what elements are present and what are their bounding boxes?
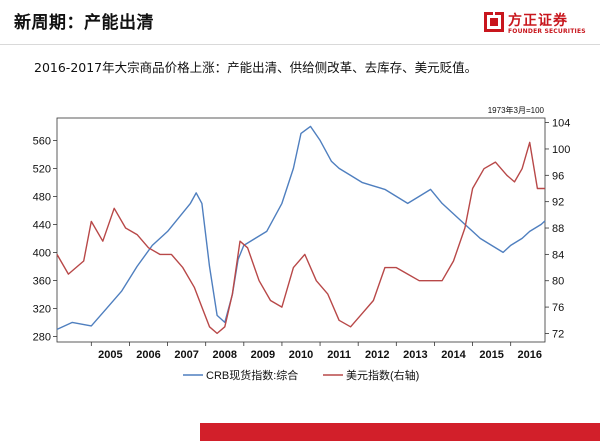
title-divider [0,44,600,45]
y-right-tick-label: 96 [552,170,564,182]
x-tick-label: 2011 [327,349,351,361]
x-tick-label: 2006 [136,349,160,361]
chart-legend: CRB现货指数:综合 美元指数(右轴) [183,368,419,382]
chart-annotation: 1973年3月=100 [488,105,545,115]
y-left-tick-label: 280 [33,331,51,343]
y-right-tick-label: 72 [552,328,564,340]
x-tick-label: 2015 [479,349,503,361]
y-left-tick-label: 360 [33,275,51,287]
y-right-tick-label: 104 [552,118,570,130]
y-right-tick-label: 76 [552,302,564,314]
y-left-tick-label: 560 [33,135,51,147]
y-right-tick-label: 92 [552,197,564,209]
footer-accent-band [200,423,600,441]
x-tick-label: 2005 [98,349,122,361]
x-tick-label: 2013 [403,349,427,361]
chart-container: 1973年3月=100 280 320 360 400 440 480 520 560 72 7… [0,100,600,400]
x-tick-label: 2016 [518,349,542,361]
series-layer [56,125,546,335]
y-left-tick-label: 320 [33,303,51,315]
x-tick-label: 2007 [174,349,198,361]
legend-label-1: CRB现货指数:综合 [206,368,298,382]
logo-text-cn: 方正证券 [508,13,568,29]
legend-label-2: 美元指数(右轴) [346,368,419,382]
x-axis: 2005 2006 2007 2008 2009 2010 2011 2012 2013 2014… [90,342,542,361]
series-line-1 [56,125,546,331]
logo-text-en: FOUNDER SECURITIES [508,28,586,35]
y-axis-left: 280 320 360 400 440 480 520 560 [33,135,57,343]
x-tick-label: 2009 [251,349,275,361]
y-left-tick-label: 440 [33,219,51,231]
y-right-tick-label: 100 [552,144,570,156]
slide-title: 新周期：产能出清 [14,13,154,33]
y-left-tick-label: 520 [33,163,51,175]
header-bar: 新周期：产能出清 方正证券 FOUNDER SECURITIES [0,0,600,46]
y-right-tick-label: 88 [552,223,564,235]
x-tick-label: 2008 [213,349,237,361]
x-tick-label: 2012 [365,349,389,361]
x-tick-label: 2014 [441,349,466,361]
slide-subtitle: 2016-2017年大宗商品价格上涨：产能出清、供给侧改革、去库存、美元贬值。 [34,60,478,75]
y-left-tick-label: 480 [33,191,51,203]
y-axis-right: 72 76 80 84 88 92 96 100 104 [545,118,570,340]
y-left-tick-label: 400 [33,247,51,259]
x-tick-label: 2010 [289,349,313,361]
series-line-2 [56,141,545,335]
company-logo: 方正证券 FOUNDER SECURITIES [484,10,594,40]
logo-mark-icon [484,12,504,32]
y-right-tick-label: 80 [552,276,564,288]
y-right-tick-label: 84 [552,249,564,261]
